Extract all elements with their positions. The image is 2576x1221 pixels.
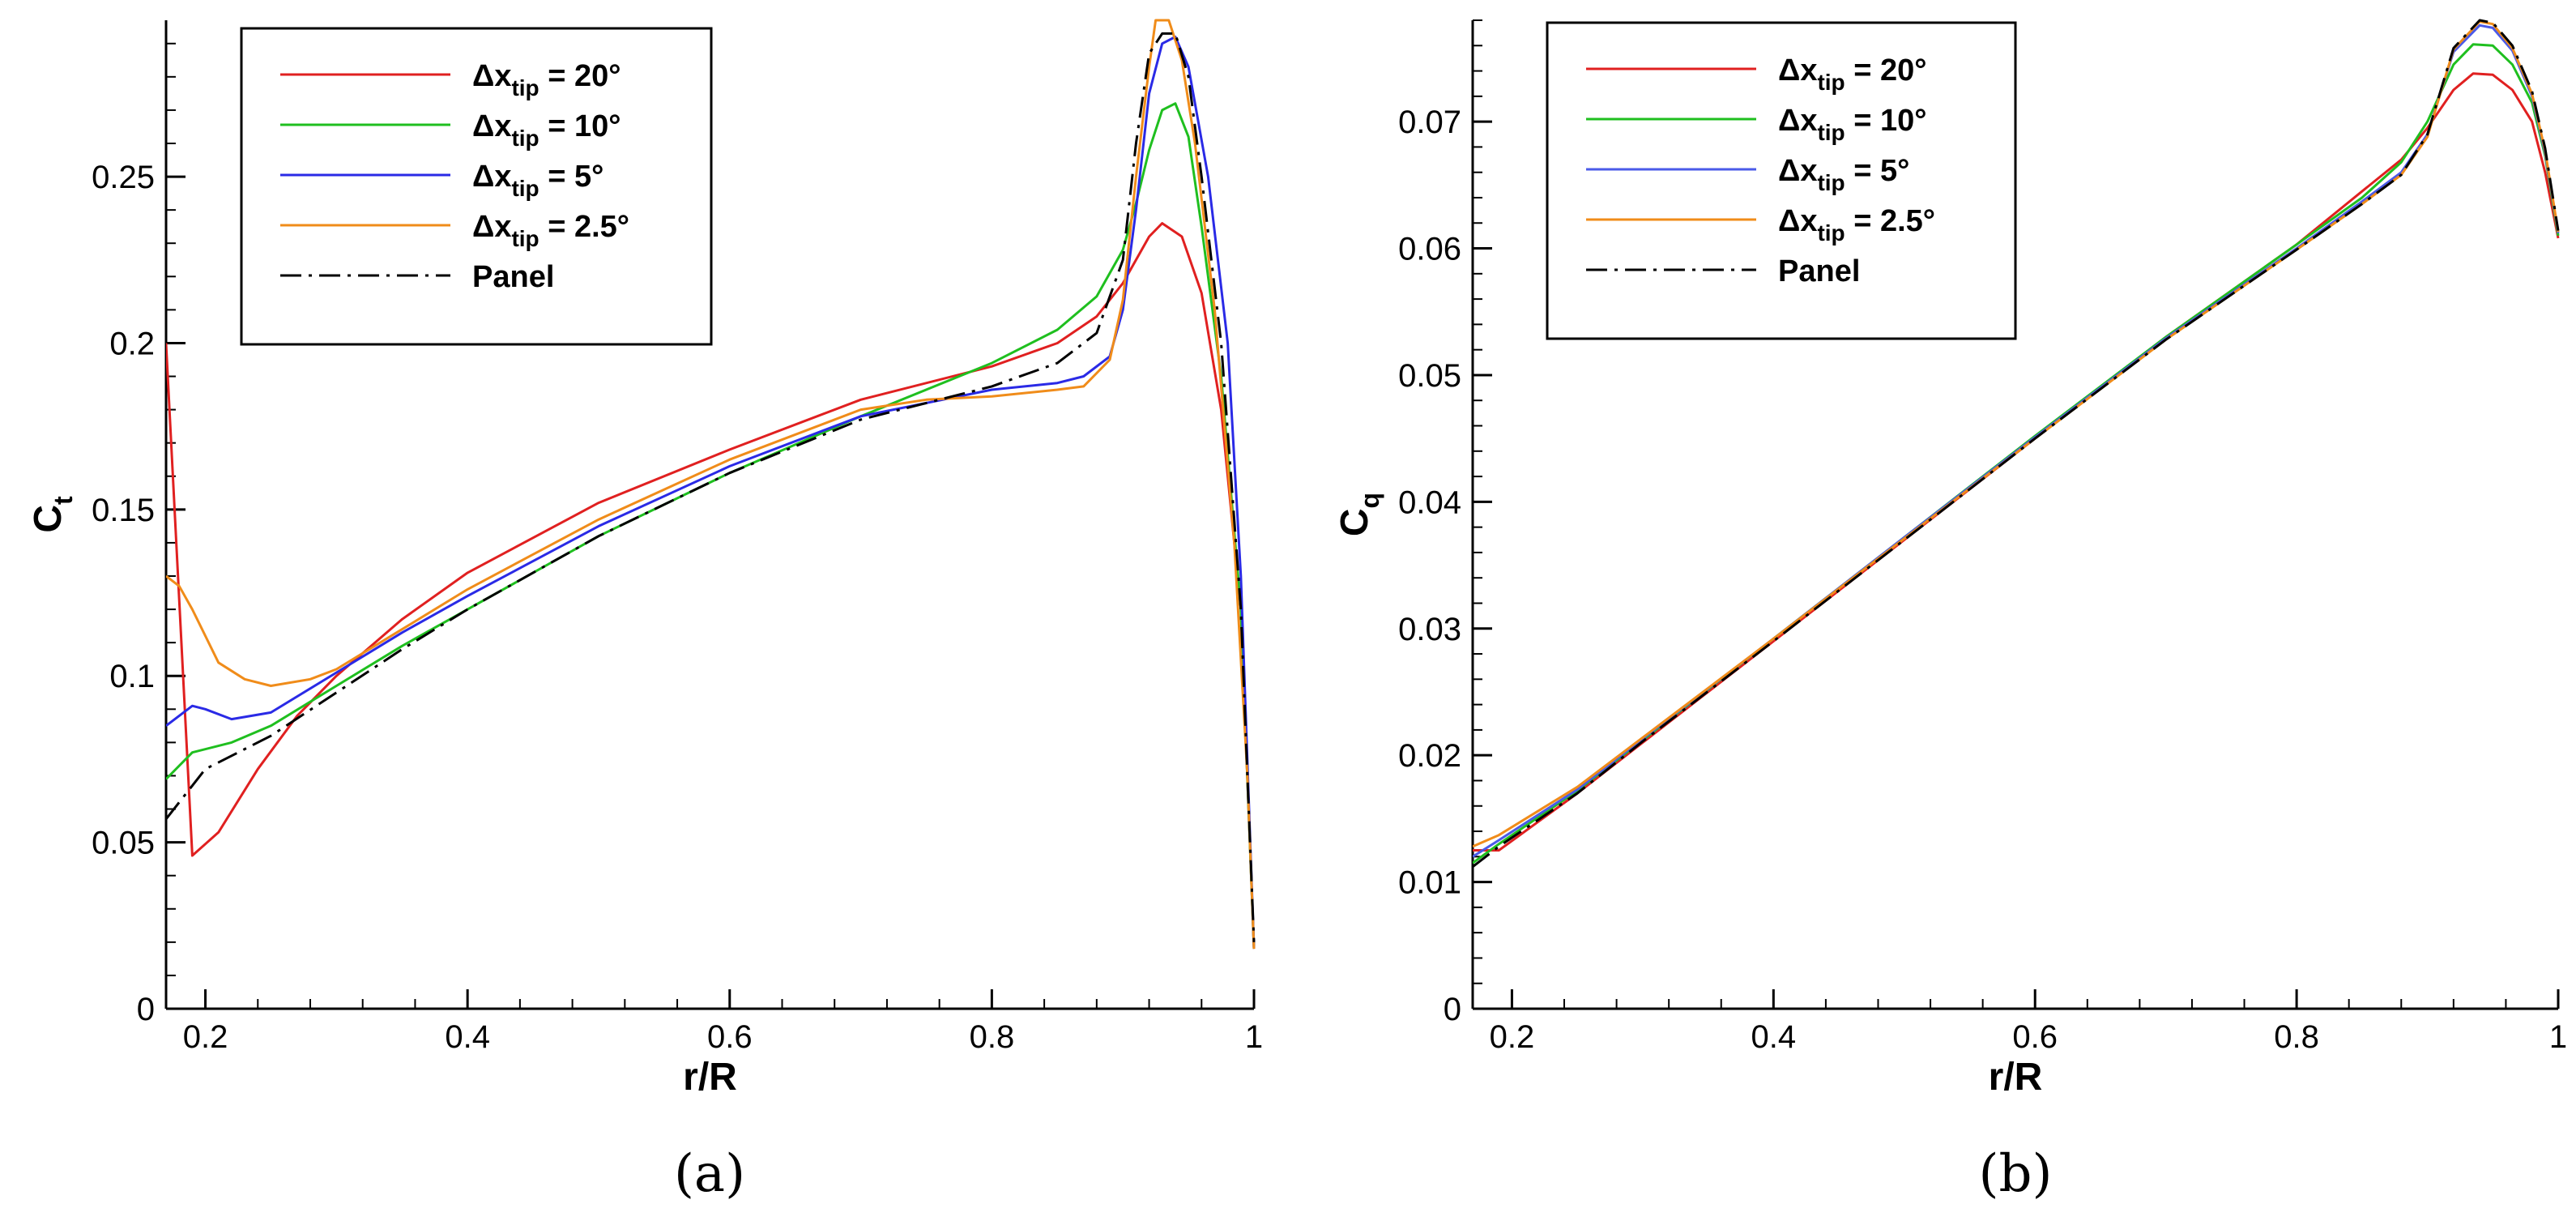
x-tick-label: 0.4	[1751, 1019, 1797, 1055]
legend: Δxtip = 20°Δxtip = 10°Δxtip = 5°Δxtip = …	[1546, 21, 2017, 340]
legend-entry-0: Δxtip = 20°	[472, 59, 621, 100]
legend-entry-rest: = 10°	[1845, 104, 1927, 138]
legend-entry-rest: = 5°	[1845, 154, 1910, 188]
x-tick-label: 0.8	[970, 1019, 1015, 1055]
series-line-3	[166, 19, 1256, 950]
legend-entry-2: Δxtip = 5°	[1778, 154, 1909, 195]
chart-a: 00.050.10.150.20.250.2 0.4 0.6 0.8 1r/RCtΔxt…	[27, 19, 1263, 1204]
y-tick-label: 0.02	[1398, 738, 1461, 774]
legend-entry-4: Panel	[472, 260, 554, 294]
x-tick-label: 1	[1245, 1019, 1263, 1055]
legend-entry-rest: = 2.5°	[540, 210, 629, 244]
legend-entry-main: Δx	[1778, 154, 1817, 188]
legend-entry-main: Δx	[472, 160, 511, 194]
legend-entry-2: Δxtip = 5°	[472, 160, 603, 201]
series-line-4	[166, 32, 1256, 942]
y-axis-title-main: C	[1333, 508, 1376, 536]
legend-entry-main: Δx	[1778, 104, 1817, 138]
y-tick-label: 0.1	[109, 659, 155, 694]
legend-entry-rest: = 20°	[1845, 53, 1927, 88]
x-tick-label: 0.6	[707, 1019, 753, 1055]
chart-b: 0 0.01 0.02 0.03 0.04 0.05 0.06 0.07 0.2 0.4 0.6 0.…	[1333, 19, 2567, 1204]
legend-entry-main: Δx	[472, 210, 511, 244]
x-tick-label: 0.4	[445, 1019, 490, 1055]
y-tick-label: 0.15	[92, 493, 155, 528]
series-line-1	[166, 102, 1256, 950]
legend-entry-main: Δx	[1778, 53, 1817, 88]
legend-entry-sub: tip	[1817, 220, 1845, 245]
legend-entry-main: Δx	[472, 59, 511, 93]
y-tick-label: 0.04	[1398, 485, 1461, 520]
y-axis-title-sub: q	[1355, 493, 1384, 509]
legend-entry-sub: tip	[511, 226, 539, 251]
y-tick-label: 0.2	[109, 326, 155, 361]
series-line-2	[166, 36, 1256, 950]
panel-label: (a)	[674, 1144, 745, 1204]
legend: Δxtip = 20°Δxtip = 10°Δxtip = 5°Δxtip = …	[240, 27, 713, 346]
legend-entry-main: Panel	[472, 260, 554, 294]
series-line-0	[166, 222, 1256, 950]
y-tick-label: 0.06	[1398, 232, 1461, 267]
y-tick-label: 0	[1444, 992, 1461, 1027]
x-tick-label: 0.2	[183, 1019, 228, 1055]
legend-box	[240, 27, 713, 346]
series-group	[1473, 19, 2560, 868]
x-tick-label: 1	[2549, 1019, 2567, 1055]
legend-entry-3: Δxtip = 2.5°	[472, 210, 629, 251]
legend-entry-rest: = 5°	[540, 160, 604, 194]
legend-entry-main: Δx	[1778, 204, 1817, 238]
legend-entry-sub: tip	[511, 75, 539, 100]
y-tick-label: 0.01	[1398, 865, 1461, 901]
legend-entry-sub: tip	[511, 126, 539, 151]
y-axis-title: Cq	[1333, 493, 1384, 536]
legend-entry-0: Δxtip = 20°	[1778, 53, 1926, 95]
legend-entry-sub: tip	[511, 176, 539, 201]
y-tick-label: 0.25	[92, 160, 155, 195]
legend-entry-rest: = 2.5°	[1845, 204, 1935, 238]
legend-entry-3: Δxtip = 2.5°	[1778, 204, 1935, 245]
y-tick-label: 0.05	[92, 826, 155, 861]
y-tick-label: 0.05	[1398, 358, 1461, 394]
y-tick-label: 0.03	[1398, 612, 1461, 647]
legend-entry-rest: = 20°	[540, 59, 621, 93]
legend-entry-4: Panel	[1778, 254, 1860, 288]
legend-entry-main: Δx	[472, 109, 511, 143]
legend-entry-1: Δxtip = 10°	[472, 109, 621, 151]
legend-entry-main: Panel	[1778, 254, 1860, 288]
series-line-4	[1473, 19, 2560, 868]
y-tick-label: 0	[137, 992, 155, 1027]
x-axis-title: r/R	[683, 1056, 737, 1099]
legend-box	[1546, 21, 2017, 340]
x-tick-label: 0.8	[2274, 1019, 2319, 1055]
panel-label: (b)	[1979, 1144, 2053, 1204]
x-tick-label: 0.2	[1490, 1019, 1535, 1055]
legend-entry-sub: tip	[1817, 70, 1845, 95]
x-axis-title: r/R	[1989, 1056, 2043, 1099]
series-group	[166, 19, 1256, 950]
legend-entry-sub: tip	[1817, 120, 1845, 145]
y-tick-label: 0.07	[1398, 105, 1461, 140]
y-axis-title: Ct	[27, 496, 78, 533]
x-tick-label: 0.6	[2012, 1019, 2058, 1055]
legend-entry-rest: = 10°	[540, 109, 621, 143]
legend-entry-sub: tip	[1817, 170, 1845, 195]
legend-entry-1: Δxtip = 10°	[1778, 104, 1926, 145]
y-axis-title-main: C	[27, 505, 70, 533]
y-axis-title-sub: t	[49, 496, 78, 505]
